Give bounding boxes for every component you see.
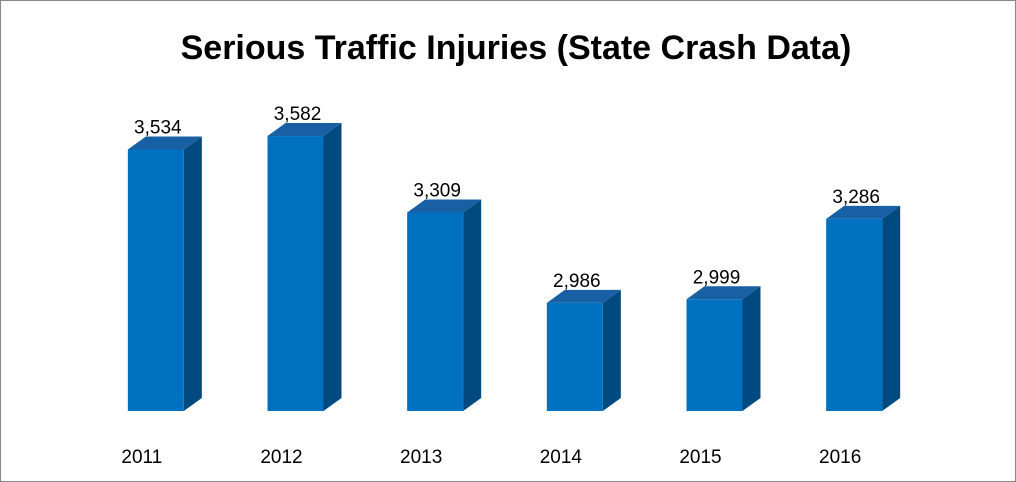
bar-side: [602, 289, 621, 411]
value-label: 3,534: [134, 117, 182, 138]
value-label: 3,286: [832, 187, 880, 208]
value-label: 2,986: [553, 271, 601, 292]
bar: [127, 149, 184, 412]
bar: [826, 218, 883, 411]
x-tick-label: 2016: [819, 447, 861, 468]
x-tick-label: 2012: [260, 447, 302, 468]
x-tick-label: 2015: [679, 447, 721, 468]
bar-top: [267, 123, 342, 137]
bar-top: [826, 205, 901, 219]
value-label: 3,309: [413, 180, 461, 201]
bar-top: [407, 199, 482, 213]
bar: [407, 212, 464, 411]
bar: [267, 136, 324, 412]
bar-top: [546, 289, 621, 303]
value-label: 3,582: [274, 104, 322, 125]
bar-side: [323, 123, 342, 411]
x-tick-label: 2014: [540, 447, 583, 468]
bar: [546, 302, 603, 411]
bar-side: [183, 136, 202, 412]
chart-title: Serious Traffic Injuries (State Crash Da…: [181, 29, 852, 67]
bar-top: [686, 286, 761, 300]
bar: [686, 299, 743, 411]
bar-top: [127, 136, 202, 150]
x-tick-label: 2011: [121, 447, 162, 468]
x-tick-label: 2013: [400, 447, 442, 468]
bar-side: [742, 286, 761, 411]
value-label: 2,999: [693, 267, 741, 288]
bar-side: [882, 205, 901, 411]
bar-side: [463, 199, 482, 411]
